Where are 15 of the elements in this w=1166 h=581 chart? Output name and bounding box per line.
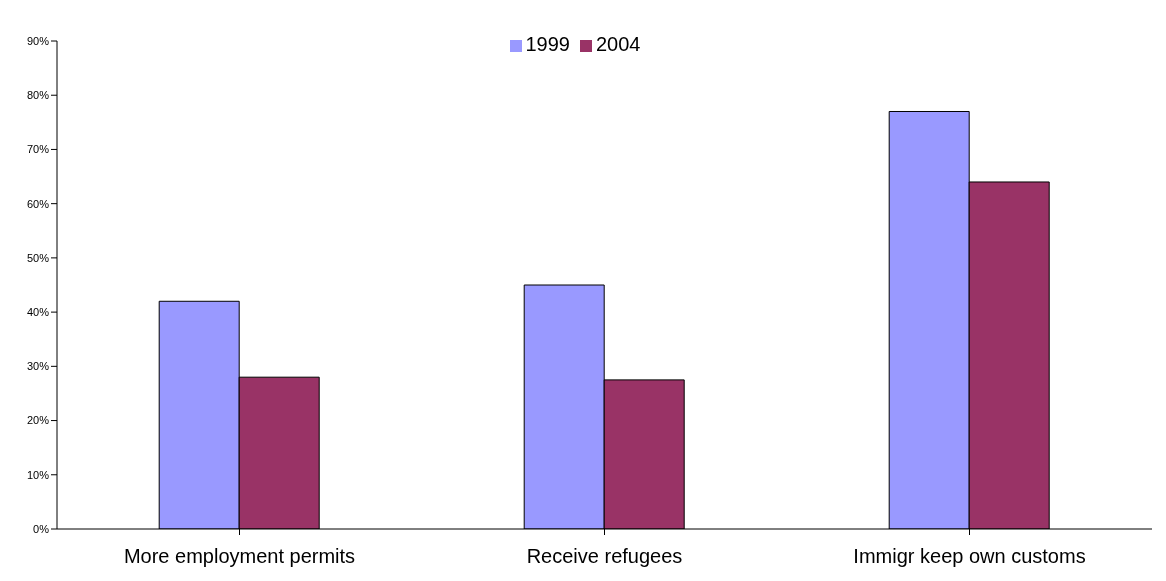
y-tick-label: 40% xyxy=(26,306,50,319)
y-tick-label: 70% xyxy=(26,143,50,156)
legend-label: 2004 xyxy=(596,33,641,55)
x-tick-label: Receive refugees xyxy=(526,545,683,568)
y-tick-label: 80% xyxy=(26,89,50,102)
legend-label: 1999 xyxy=(525,33,570,55)
y-tick-label: 30% xyxy=(26,360,50,373)
y-tick-label: 20% xyxy=(26,414,50,427)
y-tick-label: 50% xyxy=(26,251,50,264)
y-tick-label: 0% xyxy=(33,522,50,535)
x-tick-label: Immigr keep own customs xyxy=(853,545,1086,568)
y-tick-label: 10% xyxy=(26,468,50,481)
x-tick-label: More employment permits xyxy=(123,545,356,568)
y-tick-label: 60% xyxy=(26,197,50,210)
y-tick-label: 90% xyxy=(26,34,50,47)
